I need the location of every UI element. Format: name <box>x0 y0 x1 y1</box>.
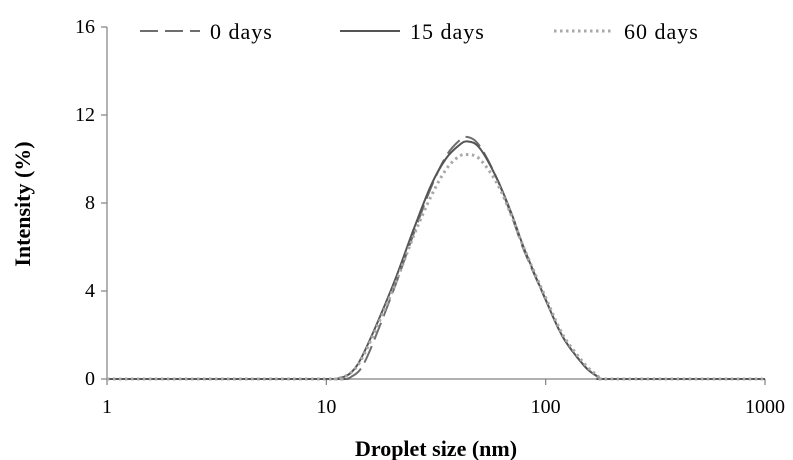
legend: 0 days 15 days 60 days <box>140 19 699 44</box>
y-tick-label: 0 <box>85 368 95 390</box>
x-tick-label: 100 <box>531 396 561 418</box>
x-tick-label: 10 <box>316 396 336 418</box>
series-line-0 <box>106 135 765 381</box>
x-tick-label: 1 <box>102 396 112 418</box>
legend-label-0: 0 days <box>210 19 273 44</box>
ticks: 0 4 8 12 16 1 10 100 1000 <box>75 16 785 418</box>
axes <box>106 27 765 380</box>
x-axis-title: Droplet size (nm) <box>355 436 517 460</box>
series-line-2 <box>106 152 765 381</box>
legend-label-2: 60 days <box>624 19 699 44</box>
x-tick-label: 1000 <box>745 396 785 418</box>
y-tick-label: 16 <box>75 16 95 38</box>
series-lines <box>106 135 765 381</box>
y-tick-label: 12 <box>75 104 95 126</box>
y-axis-title: Intensity (%) <box>10 141 35 266</box>
legend-label-1: 15 days <box>410 19 485 44</box>
y-tick-label: 8 <box>85 192 95 214</box>
series-line-1 <box>106 140 765 381</box>
y-tick-label: 4 <box>85 280 95 302</box>
